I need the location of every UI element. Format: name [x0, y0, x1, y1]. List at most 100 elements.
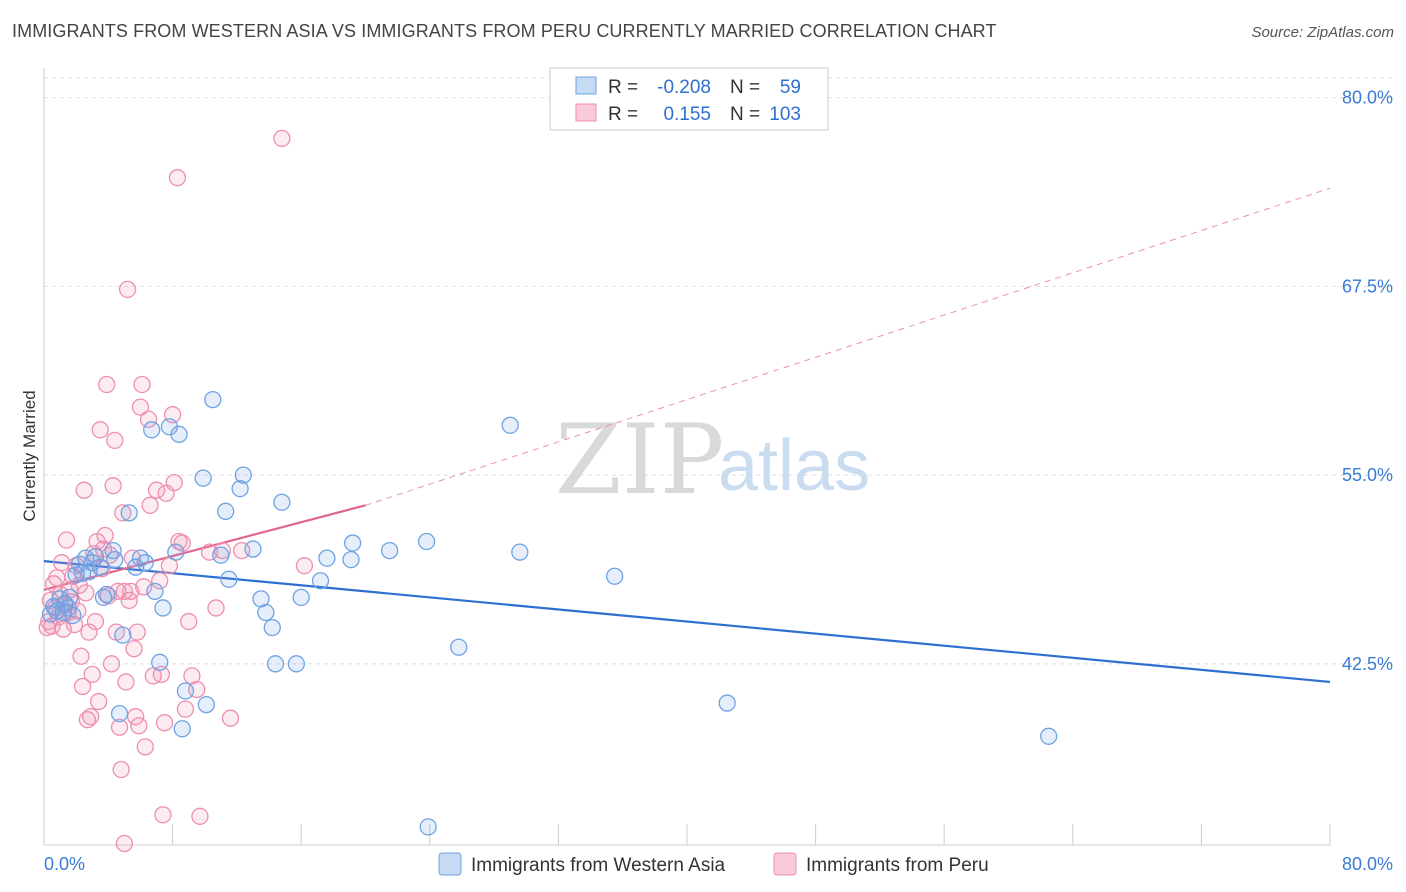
data-point-peru	[147, 481, 166, 499]
data-point-western-asia	[98, 585, 116, 604]
data-point-western-asia	[220, 570, 238, 588]
x-tick-labels: 0.0% 80.0%	[44, 854, 1393, 874]
data-point-western-asia	[197, 695, 216, 714]
data-point-western-asia	[61, 588, 79, 607]
data-point-western-asia	[311, 572, 330, 590]
x-tick-label: 80.0%	[1342, 854, 1393, 874]
grid-lines	[44, 77, 1392, 665]
data-point-peru	[154, 806, 172, 824]
data-point-western-asia	[318, 549, 336, 567]
data-point-peru	[78, 711, 97, 729]
data-point-peru	[151, 572, 169, 590]
legend-r-value: -0.208	[657, 77, 711, 98]
data-point-peru	[48, 569, 66, 587]
data-point-western-asia	[287, 655, 306, 673]
data-point-western-asia	[176, 682, 195, 700]
data-point-peru	[136, 738, 154, 756]
data-point-peru	[57, 531, 76, 549]
data-point-peru	[131, 398, 150, 416]
source-label: Source: ZipAtlas.com	[1251, 24, 1394, 41]
data-point-western-asia	[204, 390, 222, 409]
series-peru-points	[38, 129, 314, 853]
data-point-peru	[86, 612, 105, 631]
legend-peru-label: Immigrants from Peru	[806, 855, 989, 876]
x-tick-label: 0.0%	[44, 854, 85, 874]
data-point-western-asia	[114, 626, 132, 644]
data-point-peru	[133, 375, 151, 394]
data-point-peru	[207, 599, 225, 617]
legend-n-value: 59	[780, 77, 801, 98]
data-point-peru	[200, 543, 219, 561]
data-point-peru	[117, 673, 135, 691]
data-point-western-asia	[234, 466, 252, 484]
y-tick-label: 80.0%	[1342, 88, 1393, 108]
data-point-peru	[118, 280, 137, 299]
data-point-peru	[165, 473, 183, 492]
data-point-peru	[130, 717, 148, 735]
data-point-peru	[173, 534, 191, 552]
data-point-peru	[128, 623, 146, 641]
data-point-peru	[96, 526, 114, 545]
data-point-peru	[135, 578, 153, 596]
data-point-peru	[115, 834, 134, 853]
y-axis-title: Currently Married	[20, 390, 39, 521]
data-point-western-asia	[501, 416, 519, 434]
data-point-peru	[73, 677, 92, 696]
legend-n-value: 103	[769, 104, 801, 125]
data-point-peru	[90, 692, 108, 711]
data-point-western-asia	[143, 421, 161, 439]
series-legend: Immigrants from Western Asia Immigrants …	[438, 852, 989, 876]
data-point-western-asia	[244, 540, 262, 558]
data-point-western-asia	[606, 567, 624, 585]
data-point-peru	[106, 431, 124, 450]
data-point-peru	[168, 169, 187, 187]
data-point-peru	[114, 504, 132, 522]
legend-n-label: N =	[730, 77, 760, 98]
legend-r-value: 0.155	[663, 104, 711, 125]
data-point-peru	[122, 582, 140, 601]
data-point-peru	[72, 647, 90, 665]
data-point-peru	[221, 709, 240, 727]
data-point-peru	[139, 410, 158, 428]
data-point-western-asia	[120, 504, 138, 522]
data-point-western-asia	[94, 588, 113, 607]
data-point-peru	[91, 421, 109, 439]
data-point-peru	[75, 481, 93, 499]
data-point-peru	[125, 640, 143, 658]
data-point-peru	[112, 760, 130, 779]
legend-n-label: N =	[730, 104, 760, 125]
data-point-western-asia	[170, 425, 188, 443]
data-point-western-asia	[212, 546, 230, 564]
legend-blue-swatch	[575, 76, 597, 95]
watermark-zip: ZIP	[555, 404, 724, 516]
data-point-western-asia	[450, 638, 468, 656]
data-point-peru	[155, 714, 174, 732]
data-point-western-asia	[343, 534, 362, 552]
legend-r-label: R =	[608, 77, 638, 98]
data-point-peru	[180, 612, 198, 631]
data-point-peru	[110, 718, 129, 736]
data-point-peru	[295, 557, 314, 575]
data-point-peru	[83, 665, 101, 684]
data-point-peru	[81, 708, 100, 726]
data-point-western-asia	[419, 818, 437, 836]
data-point-western-asia	[86, 547, 105, 566]
data-point-western-asia	[194, 469, 212, 487]
data-point-western-asia	[80, 563, 98, 581]
series-western-asia-points	[41, 390, 1058, 836]
data-point-western-asia	[151, 653, 169, 671]
data-point-western-asia	[91, 558, 109, 576]
data-point-western-asia	[342, 550, 360, 569]
stats-legend: R = -0.208 N = 59 R = 0.155 N = 103	[549, 67, 829, 131]
data-point-western-asia	[64, 606, 82, 625]
watermark-atlas: atlas	[718, 426, 870, 506]
data-point-peru	[176, 700, 195, 718]
legend-peru-swatch	[773, 852, 797, 876]
data-point-western-asia	[273, 493, 291, 511]
y-tick-label: 55.0%	[1342, 465, 1393, 485]
legend-western-asia-label: Immigrants from Western Asia	[471, 855, 726, 876]
data-point-western-asia	[263, 618, 281, 637]
data-point-western-asia	[257, 603, 275, 622]
data-point-western-asia	[511, 543, 529, 561]
